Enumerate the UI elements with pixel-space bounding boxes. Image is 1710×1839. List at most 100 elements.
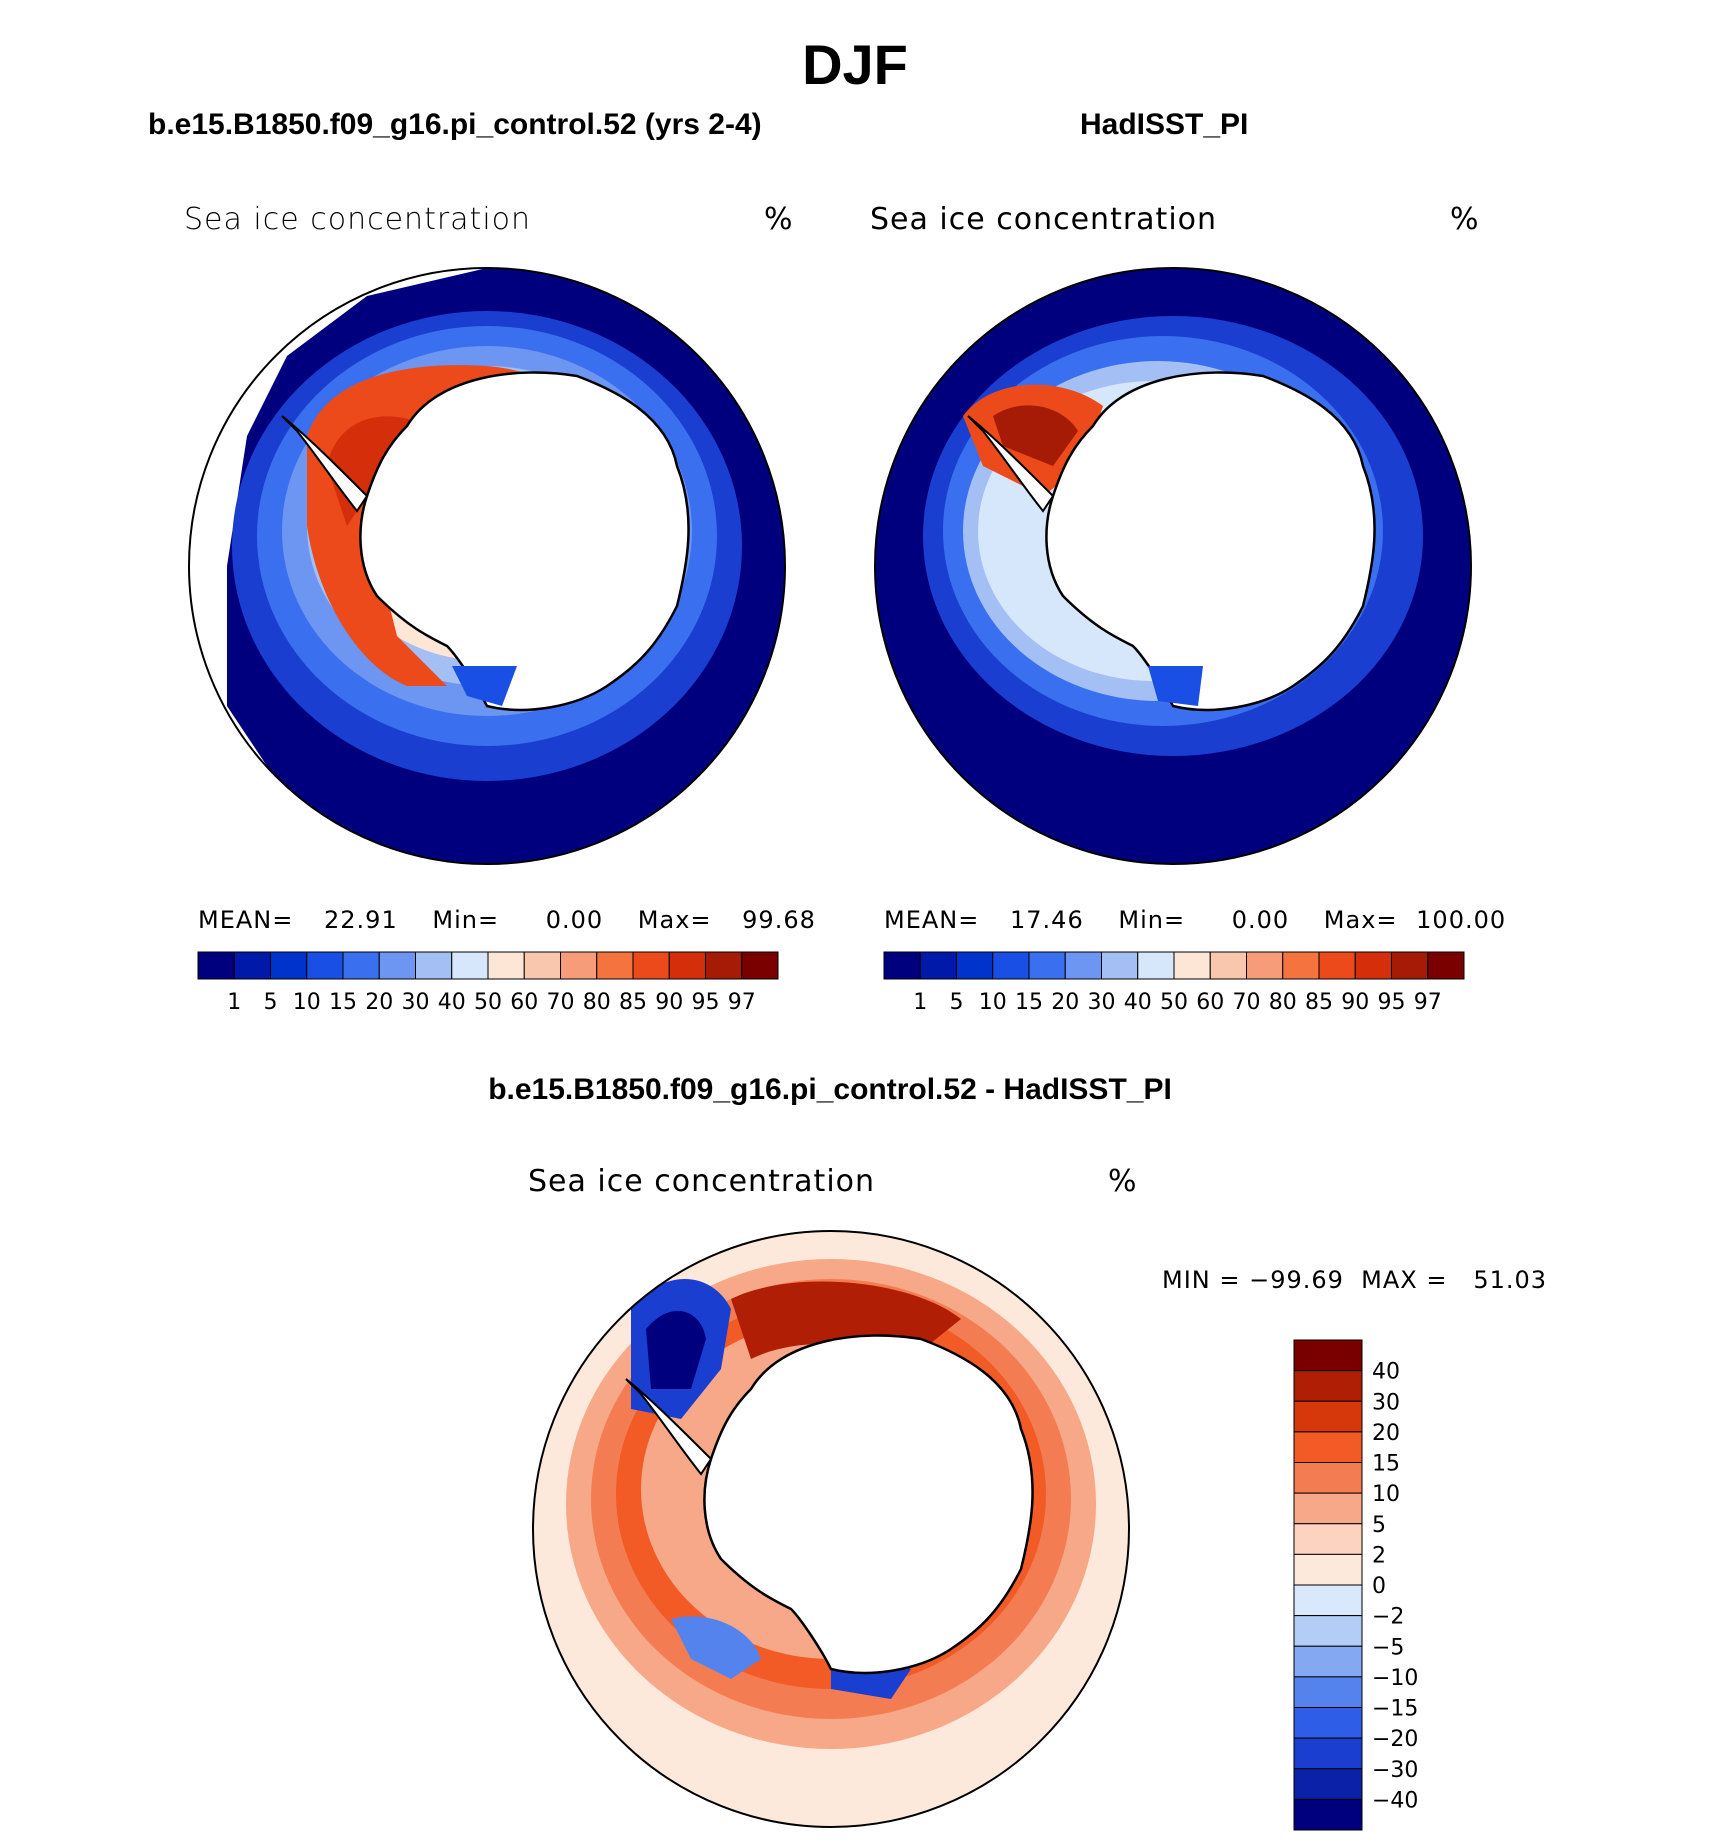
diff-colorbar-swatch bbox=[1293, 1553, 1363, 1586]
diff-colorbar-swatch bbox=[1293, 1492, 1363, 1525]
panel2-units: % bbox=[1450, 202, 1480, 237]
colorbar-swatch bbox=[487, 951, 525, 980]
obs-weddell-core bbox=[993, 405, 1078, 466]
colorbar-tick-label: 70 bbox=[547, 990, 575, 1015]
colorbar-swatch bbox=[1354, 951, 1392, 980]
colorbar-swatch bbox=[1391, 951, 1429, 980]
antarctic-peninsula-model bbox=[281, 415, 369, 513]
colorbar-swatch bbox=[668, 951, 706, 980]
colorbar-swatch bbox=[415, 951, 453, 980]
antarctica-diff bbox=[703, 1334, 1034, 1675]
diff-colorbar-tick-label: −10 bbox=[1372, 1666, 1418, 1691]
panel2-min-value: 0.00 bbox=[1231, 906, 1290, 934]
diff-colorbar-tick-label: −2 bbox=[1372, 1605, 1404, 1630]
colorbar-swatch bbox=[306, 951, 344, 980]
diff-colorbar-tick-label: 30 bbox=[1372, 1390, 1400, 1415]
diff-colorbar-swatch bbox=[1293, 1523, 1363, 1555]
colorbar-tick-label: 95 bbox=[692, 990, 720, 1015]
colorbar-swatch bbox=[197, 951, 235, 980]
diff-colorbar-swatch bbox=[1293, 1707, 1363, 1739]
colorbar-swatch bbox=[1028, 951, 1066, 980]
diff-colorbar-swatch bbox=[1293, 1462, 1363, 1494]
colorbar-tick-label: 40 bbox=[1124, 990, 1152, 1015]
colorbar-swatch bbox=[705, 951, 743, 980]
difference-map bbox=[532, 1230, 1130, 1828]
antarctic-peninsula-obs bbox=[967, 415, 1055, 513]
colorbar-swatch bbox=[741, 951, 779, 980]
panel1-stats: MEAN= 22.91 Min= 0.00 Max= 99.68 bbox=[198, 906, 816, 934]
diff-colorbar-tick-label: 5 bbox=[1372, 1513, 1386, 1538]
diff-colorbar-tick-label: 20 bbox=[1372, 1421, 1400, 1446]
colorbar-swatch bbox=[560, 951, 598, 980]
colorbar-swatch bbox=[451, 951, 489, 980]
diff-colorbar-swatch bbox=[1293, 1798, 1363, 1831]
diff-units: % bbox=[1108, 1164, 1138, 1199]
colorbar-swatch bbox=[270, 951, 308, 980]
panel2-colorbar: 1 5 10 15 20 30 40 50 60 70 80 85 90 95 97 bbox=[883, 951, 1465, 1015]
panel2-min-label: Min= bbox=[1118, 906, 1186, 934]
diff-colorbar-tick-label: −30 bbox=[1372, 1758, 1418, 1783]
panel1-min-value: 0.00 bbox=[545, 906, 604, 934]
model-sea-ice-map bbox=[188, 267, 786, 865]
antarctica-obs bbox=[1045, 371, 1376, 712]
panel1-min-label: Min= bbox=[432, 906, 500, 934]
panel1-case-title: b.e15.B1850.f09_g16.pi_control.52 (yrs 2… bbox=[148, 108, 762, 141]
diff-colorbar-swatch bbox=[1293, 1400, 1363, 1433]
diff-colorbar-tick-label: −5 bbox=[1372, 1635, 1404, 1660]
colorbar-tick-label: 50 bbox=[474, 990, 502, 1015]
colorbar-tick-label: 20 bbox=[1051, 990, 1079, 1015]
colorbar-tick-label: 60 bbox=[510, 990, 538, 1015]
panel1-mean-value: 22.91 bbox=[324, 906, 398, 934]
diff-colorbar-swatch bbox=[1293, 1737, 1363, 1770]
panel2-field-label: Sea ice concentration bbox=[870, 202, 1218, 237]
diff-colorbar-swatch bbox=[1293, 1645, 1363, 1678]
panel1-field-label: Sea ice concentration bbox=[184, 202, 532, 237]
panel1-max-value: 99.68 bbox=[742, 906, 816, 934]
diff-title: b.e15.B1850.f09_g16.pi_control.52 - HadI… bbox=[488, 1073, 1172, 1106]
colorbar-tick-label: 95 bbox=[1378, 990, 1406, 1015]
diff-colorbar-swatch bbox=[1293, 1676, 1363, 1708]
panel2-max-value: 100.00 bbox=[1416, 906, 1507, 934]
diff-weddell-core bbox=[646, 1310, 706, 1389]
colorbar-tick-label: 1 bbox=[913, 990, 927, 1015]
colorbar-tick-label: 40 bbox=[438, 990, 466, 1015]
colorbar-tick-label: 97 bbox=[1414, 990, 1442, 1015]
page-title: DJF bbox=[802, 33, 908, 96]
colorbar-tick-label: 15 bbox=[1015, 990, 1043, 1015]
colorbar-tick-label: 15 bbox=[329, 990, 357, 1015]
colorbar-swatch bbox=[596, 951, 634, 980]
colorbar-tick-label: 70 bbox=[1233, 990, 1261, 1015]
colorbar-swatch bbox=[632, 951, 670, 980]
colorbar-swatch bbox=[1427, 951, 1465, 980]
diff-colorbar-tick-label: 10 bbox=[1372, 1482, 1400, 1507]
panel1-colorbar: 1 5 10 15 20 30 40 50 60 70 80 85 90 95 97 bbox=[197, 951, 779, 1015]
colorbar-swatch bbox=[378, 951, 416, 980]
antarctica-model bbox=[359, 371, 690, 712]
colorbar-swatch bbox=[523, 951, 561, 980]
antarctic-peninsula-diff bbox=[625, 1378, 713, 1476]
colorbar-tick-label: 5 bbox=[264, 990, 278, 1015]
colorbar-swatch bbox=[919, 951, 957, 980]
diff-colorbar-swatch bbox=[1293, 1768, 1363, 1800]
diff-colorbar-tick-label: 2 bbox=[1372, 1543, 1386, 1568]
panel2-max-label: Max= bbox=[1323, 906, 1398, 934]
diff-minmax: MIN = −99.69 MAX = 51.03 bbox=[1162, 1266, 1548, 1294]
diff-colorbar-tick-label: −20 bbox=[1372, 1727, 1418, 1752]
colorbar-tick-label: 5 bbox=[950, 990, 964, 1015]
colorbar-swatch bbox=[1137, 951, 1175, 980]
colorbar-tick-label: 10 bbox=[293, 990, 321, 1015]
diff-colorbar-swatch bbox=[1293, 1431, 1363, 1463]
colorbar-tick-label: 97 bbox=[728, 990, 756, 1015]
colorbar-tick-label: 10 bbox=[979, 990, 1007, 1015]
obs-sea-ice-map bbox=[874, 267, 1472, 865]
colorbar-tick-label: 60 bbox=[1196, 990, 1224, 1015]
colorbar-swatch bbox=[1209, 951, 1247, 980]
diff-colorbar-swatch bbox=[1293, 1615, 1363, 1647]
colorbar-tick-label: 90 bbox=[655, 990, 683, 1015]
panel2-mean-value: 17.46 bbox=[1010, 906, 1084, 934]
panel2-case-title: HadISST_PI bbox=[1080, 108, 1249, 141]
panel1-units: % bbox=[764, 202, 794, 237]
colorbar-swatch bbox=[883, 951, 921, 980]
colorbar-tick-label: 30 bbox=[1088, 990, 1116, 1015]
